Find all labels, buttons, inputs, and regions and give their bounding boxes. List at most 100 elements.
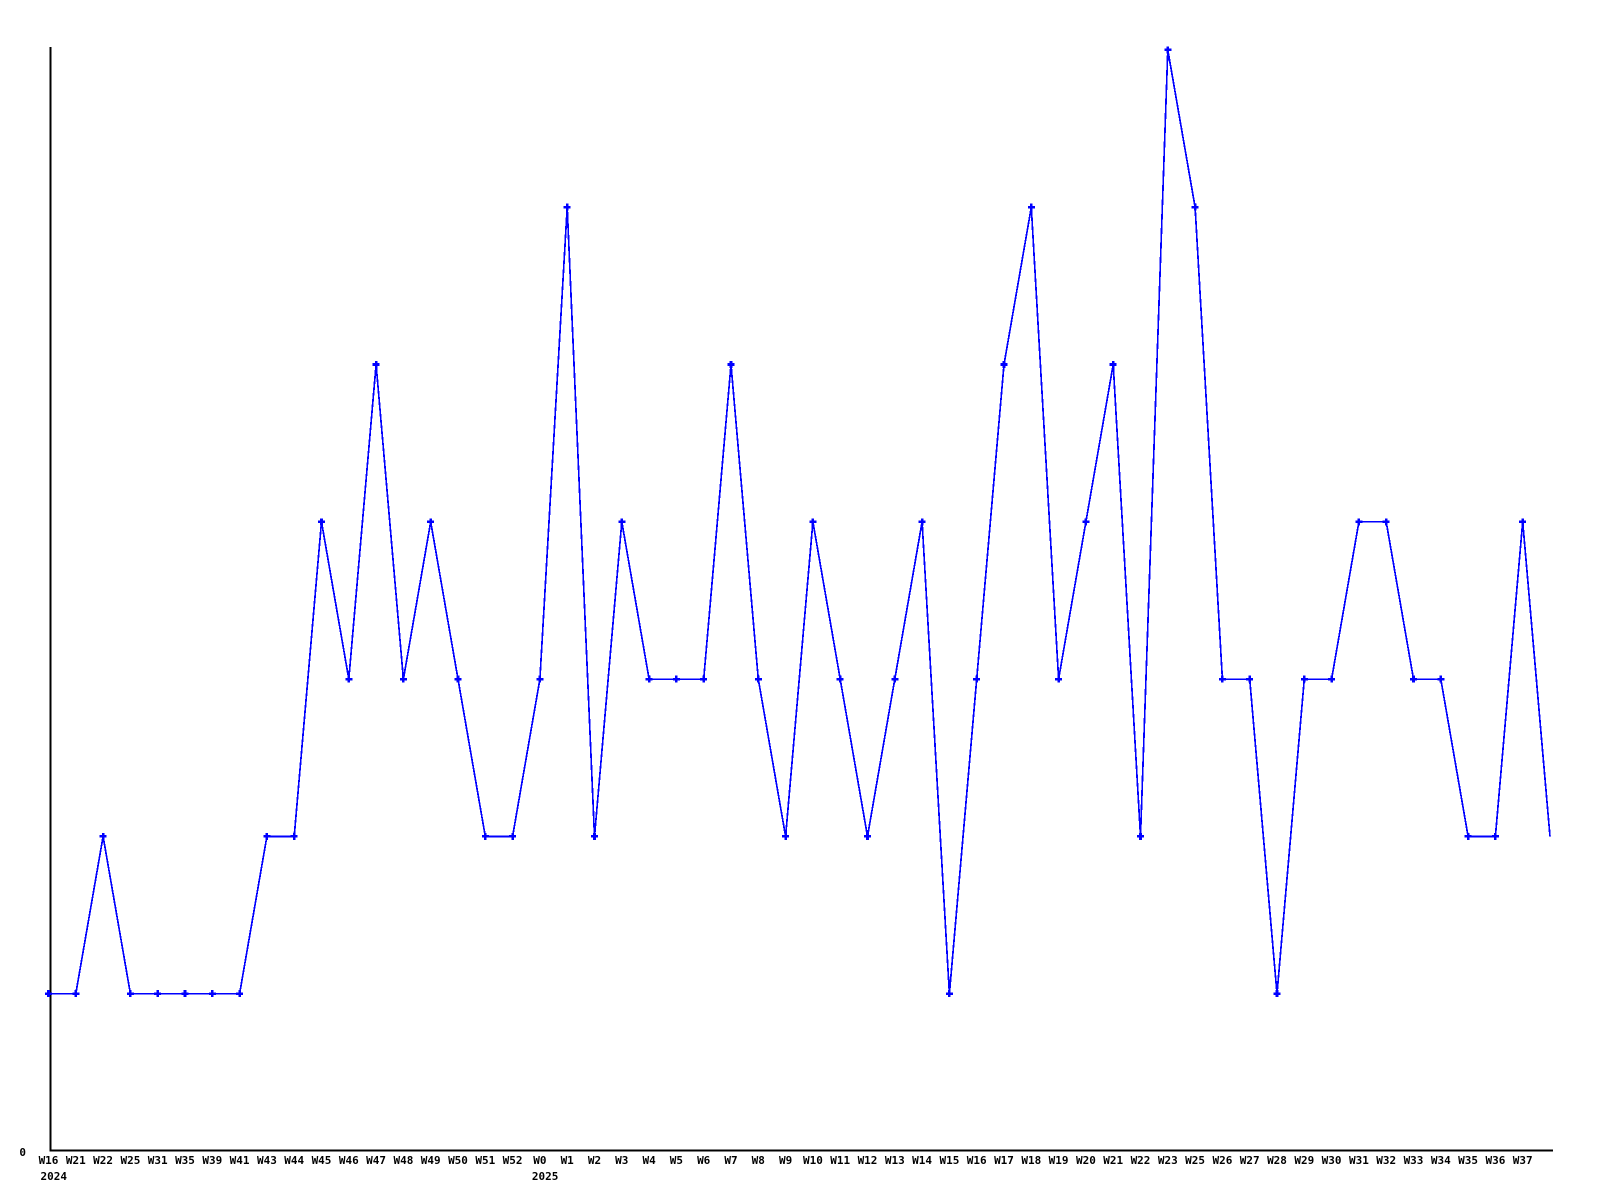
year-label: 2025 (532, 1170, 559, 1183)
data-point-marker (591, 832, 598, 840)
data-point-marker (1382, 518, 1390, 526)
x-tick-label: W12 (858, 1154, 878, 1167)
x-tick-label: W41 (230, 1154, 250, 1167)
data-point-marker (181, 990, 189, 998)
x-tick-label: W48 (393, 1154, 413, 1167)
x-tick-label: W33 (1404, 1154, 1424, 1167)
data-point-marker (1491, 832, 1499, 840)
data-point-marker (399, 675, 407, 683)
x-tick-label: W13 (885, 1154, 905, 1167)
data-point-marker (45, 990, 52, 998)
x-tick-label: W26 (1212, 1154, 1232, 1167)
data-point-marker (427, 518, 435, 526)
data-point-marker (809, 518, 817, 526)
x-tick-label: W39 (202, 1154, 222, 1167)
data-point-marker (618, 518, 626, 526)
x-tick-label: W25 (1185, 1154, 1205, 1167)
data-point-marker (754, 675, 762, 683)
x-tick-label: W5 (670, 1154, 683, 1167)
x-tick-label: W23 (1158, 1154, 1178, 1167)
data-point-marker (1437, 675, 1445, 683)
x-tick-label: W19 (1049, 1154, 1069, 1167)
data-point-marker (208, 990, 216, 998)
x-tick-label: W16 (967, 1154, 987, 1167)
x-tick-label: W46 (339, 1154, 359, 1167)
x-tick-label: W25 (120, 1154, 140, 1167)
series-line (48, 49, 1551, 995)
x-tick-label: W21 (1103, 1154, 1123, 1167)
x-tick-label: W9 (779, 1154, 792, 1167)
x-tick-label: W4 (642, 1154, 656, 1167)
x-tick-label: W52 (503, 1154, 523, 1167)
data-point-marker (372, 361, 380, 368)
data-point-marker (1027, 203, 1035, 211)
data-point-marker (1464, 832, 1472, 840)
data-point-marker (318, 518, 325, 526)
data-point-marker (1246, 675, 1254, 683)
x-tick-label: W21 (66, 1154, 86, 1167)
data-point-marker (1218, 675, 1226, 683)
data-point-marker (918, 518, 926, 526)
x-tick-label: W6 (697, 1154, 711, 1167)
data-point-marker (973, 675, 981, 683)
x-tick-label: W11 (830, 1154, 850, 1167)
data-point-marker (1519, 518, 1527, 526)
data-point-marker (154, 990, 162, 998)
x-tick-label: W51 (475, 1154, 495, 1167)
data-point-marker (672, 675, 680, 683)
x-tick-label: W17 (994, 1154, 1014, 1167)
data-point-marker (1410, 675, 1417, 683)
data-point-marker (1055, 675, 1063, 683)
data-point-marker (236, 990, 244, 998)
x-tick-label: W49 (421, 1154, 441, 1167)
x-tick-label: W37 (1513, 1154, 1533, 1167)
year-label: 2024 (41, 1170, 68, 1183)
x-tick-label: W29 (1294, 1154, 1314, 1167)
data-point-marker (72, 990, 80, 998)
x-tick-label: W8 (752, 1154, 765, 1167)
x-tick-label: W43 (257, 1154, 277, 1167)
x-tick-label: W0 (533, 1154, 546, 1167)
data-point-marker (1137, 832, 1144, 840)
data-point-marker (454, 675, 462, 683)
x-tick-label: W14 (912, 1154, 932, 1167)
x-tick-label: W1 (561, 1154, 575, 1167)
x-tick-label: W50 (448, 1154, 468, 1167)
x-tick-label: W30 (1322, 1154, 1342, 1167)
data-point-marker (536, 675, 544, 683)
data-point-marker (782, 832, 790, 840)
x-tick-label: W15 (939, 1154, 959, 1167)
x-tick-label: W31 (1349, 1154, 1369, 1167)
data-point-marker (345, 675, 353, 683)
data-point-marker (1191, 203, 1199, 211)
data-point-marker (126, 990, 134, 998)
x-tick-label: W36 (1485, 1154, 1505, 1167)
data-point-marker (1000, 361, 1008, 368)
data-point-marker (700, 675, 708, 683)
data-point-marker (509, 832, 517, 840)
x-tick-label: W18 (1021, 1154, 1041, 1167)
x-tick-label: W45 (312, 1154, 332, 1167)
data-point-marker (1273, 990, 1281, 998)
y-tick-label: 0 (19, 1146, 26, 1159)
data-point-marker (563, 203, 571, 211)
data-point-marker (891, 675, 899, 683)
data-point-marker (727, 361, 735, 368)
x-tick-label: W28 (1267, 1154, 1287, 1167)
data-point-marker (1355, 518, 1363, 526)
data-point-marker (1109, 361, 1117, 368)
data-point-marker (836, 675, 844, 683)
x-tick-label: W35 (1458, 1154, 1478, 1167)
x-tick-label: W32 (1376, 1154, 1396, 1167)
data-point-marker (945, 990, 953, 998)
data-point-marker (263, 832, 271, 840)
x-tick-label: W3 (615, 1154, 628, 1167)
x-tick-label: W20 (1076, 1154, 1096, 1167)
x-tick-label: W7 (724, 1154, 737, 1167)
x-tick-label: W35 (175, 1154, 195, 1167)
x-tick-label: W44 (284, 1154, 304, 1167)
data-point-marker (99, 832, 107, 840)
data-point-marker (864, 832, 871, 840)
